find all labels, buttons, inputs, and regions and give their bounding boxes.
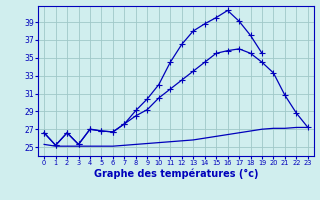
- X-axis label: Graphe des températures (°c): Graphe des températures (°c): [94, 169, 258, 179]
